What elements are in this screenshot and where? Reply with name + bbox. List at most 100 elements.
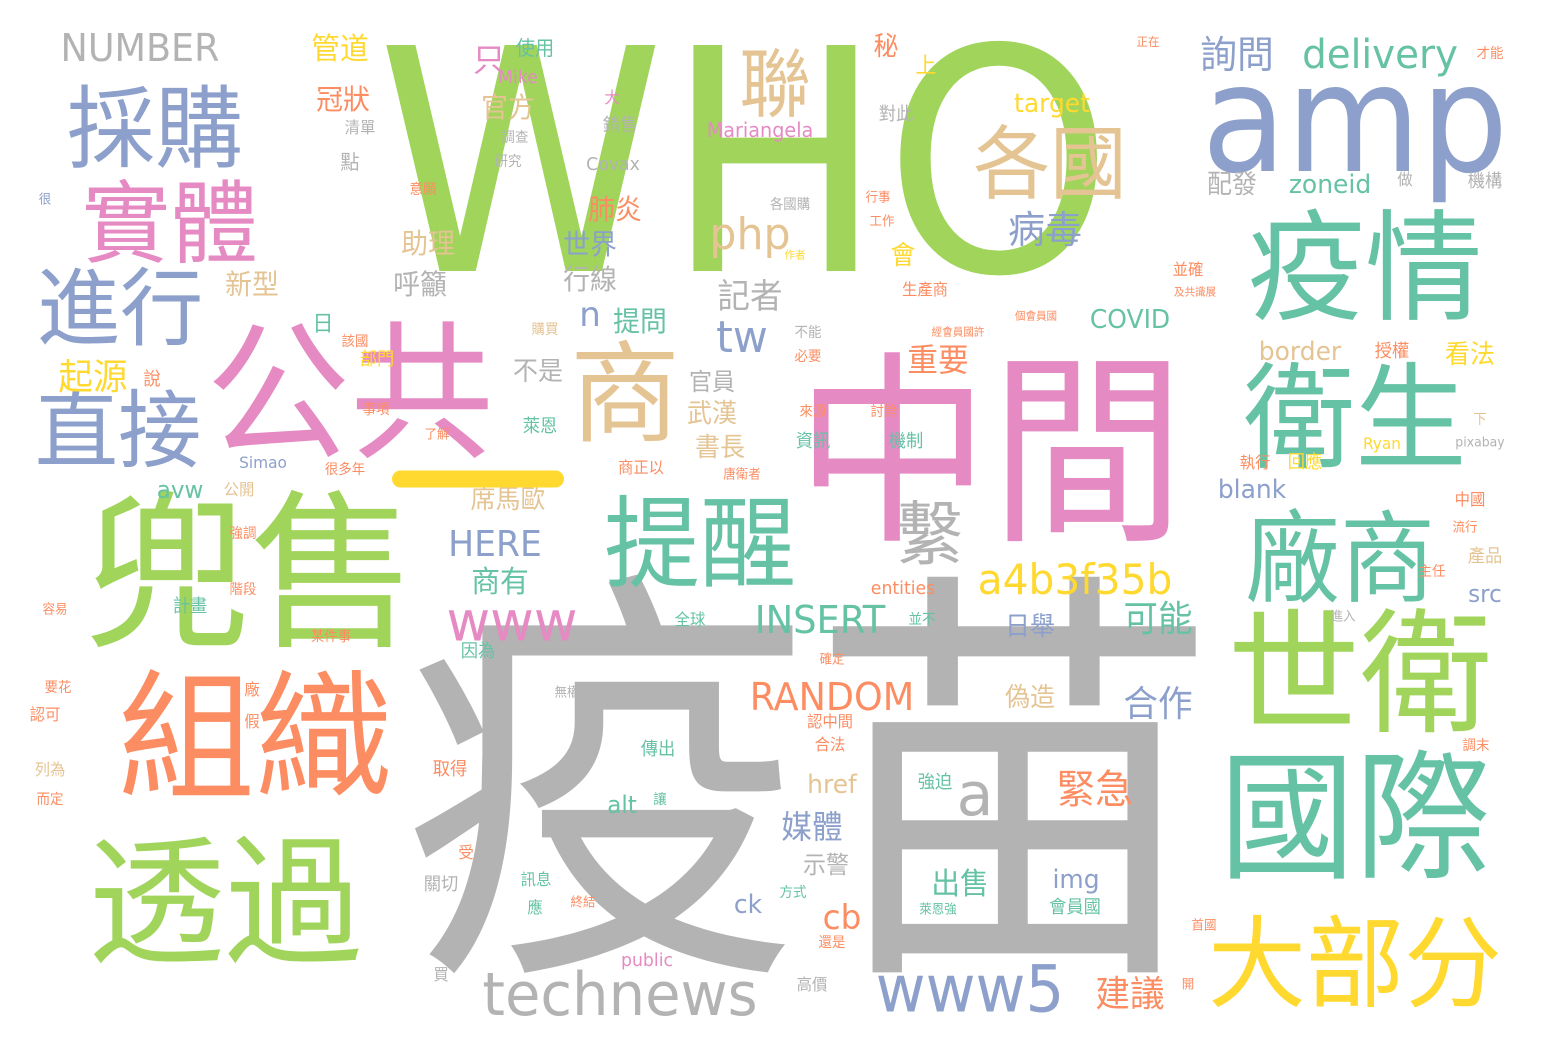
word: 提問 xyxy=(613,305,667,338)
word: 回應 xyxy=(1287,452,1323,473)
word: 廠商 xyxy=(1245,501,1435,618)
word: 全球 xyxy=(674,610,706,629)
word: 認中間 xyxy=(806,712,854,731)
word: 直接 xyxy=(34,382,202,482)
word: 無權 xyxy=(554,685,580,701)
word: 說 xyxy=(143,369,161,390)
word: 建議 xyxy=(1095,974,1165,1015)
word: 新型 xyxy=(225,268,279,301)
word: php xyxy=(709,209,791,260)
word: 事項 xyxy=(362,402,390,418)
word: 傳出 xyxy=(640,739,676,760)
word: 階段 xyxy=(229,582,257,598)
word: 很 xyxy=(38,192,52,208)
word: 關切 xyxy=(423,874,459,895)
word: 訊息 xyxy=(520,870,552,889)
word: 銷售 xyxy=(602,115,638,136)
word: 主任 xyxy=(1418,564,1446,580)
word: 官方 xyxy=(481,91,535,124)
word: ck xyxy=(733,890,763,920)
word: 進入 xyxy=(1330,609,1356,625)
word: 書長 xyxy=(695,433,745,463)
word: 容易 xyxy=(42,602,68,618)
word: entities xyxy=(870,578,936,599)
word: 實體 xyxy=(81,172,259,277)
word: 部門 xyxy=(359,349,395,370)
word: 萊恩強 xyxy=(919,902,957,918)
word: 某件事 xyxy=(310,629,352,645)
word: 各國購 xyxy=(769,197,811,213)
word: avw xyxy=(156,476,204,504)
word: border xyxy=(1258,337,1342,367)
word: 假 xyxy=(244,712,260,731)
word: 可能 xyxy=(1123,599,1193,640)
word: 起源 xyxy=(58,357,128,398)
word: 列為 xyxy=(34,760,66,779)
word: 詢問 xyxy=(1200,33,1274,77)
word: 還是 xyxy=(818,935,846,951)
word: Mike xyxy=(498,67,538,88)
word: 開 xyxy=(1181,977,1195,993)
word: 會 xyxy=(890,241,916,271)
word: HERE xyxy=(448,524,542,565)
word: 聯 xyxy=(739,40,811,129)
word: 疫情 xyxy=(1247,200,1483,339)
word: 取得 xyxy=(432,759,468,780)
word: 正在 xyxy=(1136,35,1160,49)
word: 示警 xyxy=(802,851,850,879)
word: 清單 xyxy=(344,118,376,137)
word: 購買 xyxy=(531,322,559,338)
word: 應 xyxy=(527,898,543,917)
word: 行線 xyxy=(563,263,617,296)
word: cb xyxy=(822,898,862,938)
word: 工作 xyxy=(869,214,895,230)
word: blank xyxy=(1217,475,1287,505)
word: 該國 xyxy=(341,334,369,350)
word: 調查 xyxy=(501,130,529,146)
word: 官員 xyxy=(688,368,736,396)
word: www5 xyxy=(875,952,1065,1028)
word: 各國 xyxy=(973,118,1127,211)
word: 不是 xyxy=(513,357,563,387)
word: 作者 xyxy=(784,248,806,262)
word: 冠狀 xyxy=(316,83,370,116)
word: 繫 xyxy=(896,494,964,576)
word: 大部分 xyxy=(1208,906,1502,1023)
word: 商有 xyxy=(471,565,529,600)
word: 經會員國許 xyxy=(931,325,985,339)
word: 媒體 xyxy=(781,808,843,846)
word: 個會員國 xyxy=(1014,309,1058,323)
word: 上 xyxy=(915,54,937,79)
word: 要花 xyxy=(44,680,72,696)
word: 機構 xyxy=(1467,171,1503,192)
word: 日 xyxy=(312,312,334,337)
word: INSERT xyxy=(754,598,886,642)
word: 方式 xyxy=(779,885,807,901)
word: 唐衛者 xyxy=(723,467,761,483)
word: 記者 xyxy=(717,277,783,317)
word: 執行 xyxy=(1239,453,1271,472)
word: amp xyxy=(1201,33,1509,207)
word: 管道 xyxy=(311,32,369,67)
word: 研究 xyxy=(494,154,522,170)
word: 國際 xyxy=(1219,738,1491,901)
word: img xyxy=(1052,865,1100,895)
word: 才能 xyxy=(1476,46,1504,62)
word: delivery xyxy=(1302,32,1458,78)
word: 秘 xyxy=(873,32,899,62)
word: 流行 xyxy=(1452,520,1478,536)
word: 公開 xyxy=(223,480,255,499)
word: 並確 xyxy=(1172,260,1204,279)
word: src xyxy=(1468,580,1502,608)
word: 因為 xyxy=(460,641,496,662)
word: 及共識展 xyxy=(1173,285,1217,299)
word: Covax xyxy=(586,154,640,175)
word: 調末 xyxy=(1462,738,1490,754)
word: n xyxy=(579,295,601,335)
word: 買 xyxy=(433,965,449,984)
word: 首國 xyxy=(1191,918,1217,934)
word: 合法 xyxy=(814,735,846,754)
word: 透過 xyxy=(87,823,363,986)
word: 高價 xyxy=(796,975,828,994)
